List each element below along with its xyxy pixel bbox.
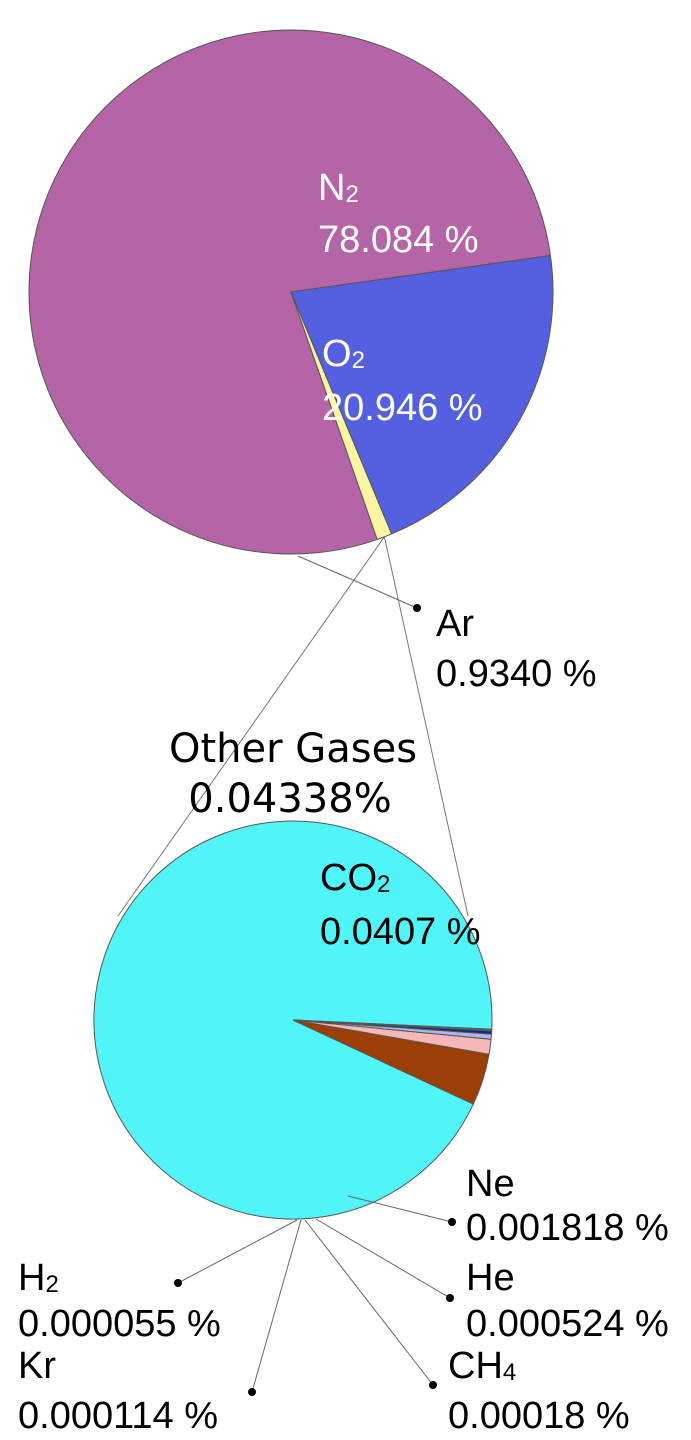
kr-value: 0.000114 % — [18, 1395, 218, 1437]
other-gases-pie — [93, 820, 493, 1220]
leader-lines — [174, 555, 456, 1396]
ne-leader-dot — [448, 1218, 456, 1226]
o2-label: O2 — [322, 333, 365, 375]
ch4-leader-dot — [429, 1381, 437, 1389]
ne-label: Ne — [466, 1163, 515, 1205]
pie-slice-n2 — [28, 29, 552, 555]
kr-leader-line — [251, 1219, 302, 1393]
n2-label: N2 — [318, 167, 359, 209]
ar-label: Ar — [436, 603, 474, 645]
he-leader-line — [315, 1218, 451, 1299]
ar-leader-dot — [413, 604, 421, 612]
ar-leader-line — [297, 555, 418, 609]
ar-value: 0.9340 % — [436, 653, 597, 695]
h2-value: 0.000055 % — [18, 1303, 221, 1345]
kr-leader-dot — [248, 1388, 256, 1396]
ne-leader-line — [347, 1195, 453, 1223]
co2-label: CO2 — [320, 857, 390, 899]
pie-slice-h2 — [292, 1019, 493, 1032]
he-value: 0.000524 % — [466, 1303, 669, 1345]
kr-label: Kr — [18, 1345, 56, 1387]
co2-value: 0.0407 % — [320, 911, 481, 953]
pie-slice-ar — [290, 291, 393, 541]
h2-leader-dot — [174, 1279, 182, 1287]
ch4-leader-line — [304, 1219, 434, 1386]
other-gases-subtitle: 0.04338% — [188, 776, 391, 822]
h2-leader-line — [177, 1219, 298, 1284]
main-pie — [28, 29, 554, 555]
slice-labels: N2 78.084 % O2 20.946 % Ar 0.9340 % CO2 0.0407 … — [18, 167, 669, 1437]
pie-slice-o2 — [290, 254, 554, 535]
ch4-value: 0.00018 % — [448, 1395, 630, 1437]
n2-value: 78.084 % — [318, 219, 479, 261]
he-leader-dot — [446, 1294, 454, 1302]
ch4-label: CH4 — [448, 1345, 516, 1387]
o2-value: 20.946 % — [322, 387, 483, 429]
he-label: He — [466, 1257, 515, 1299]
other-gases-title: Other Gases — [169, 726, 417, 772]
ne-value: 0.001818 % — [466, 1207, 669, 1249]
h2-label: H2 — [18, 1257, 59, 1299]
zoom-connector-left — [117, 536, 385, 917]
